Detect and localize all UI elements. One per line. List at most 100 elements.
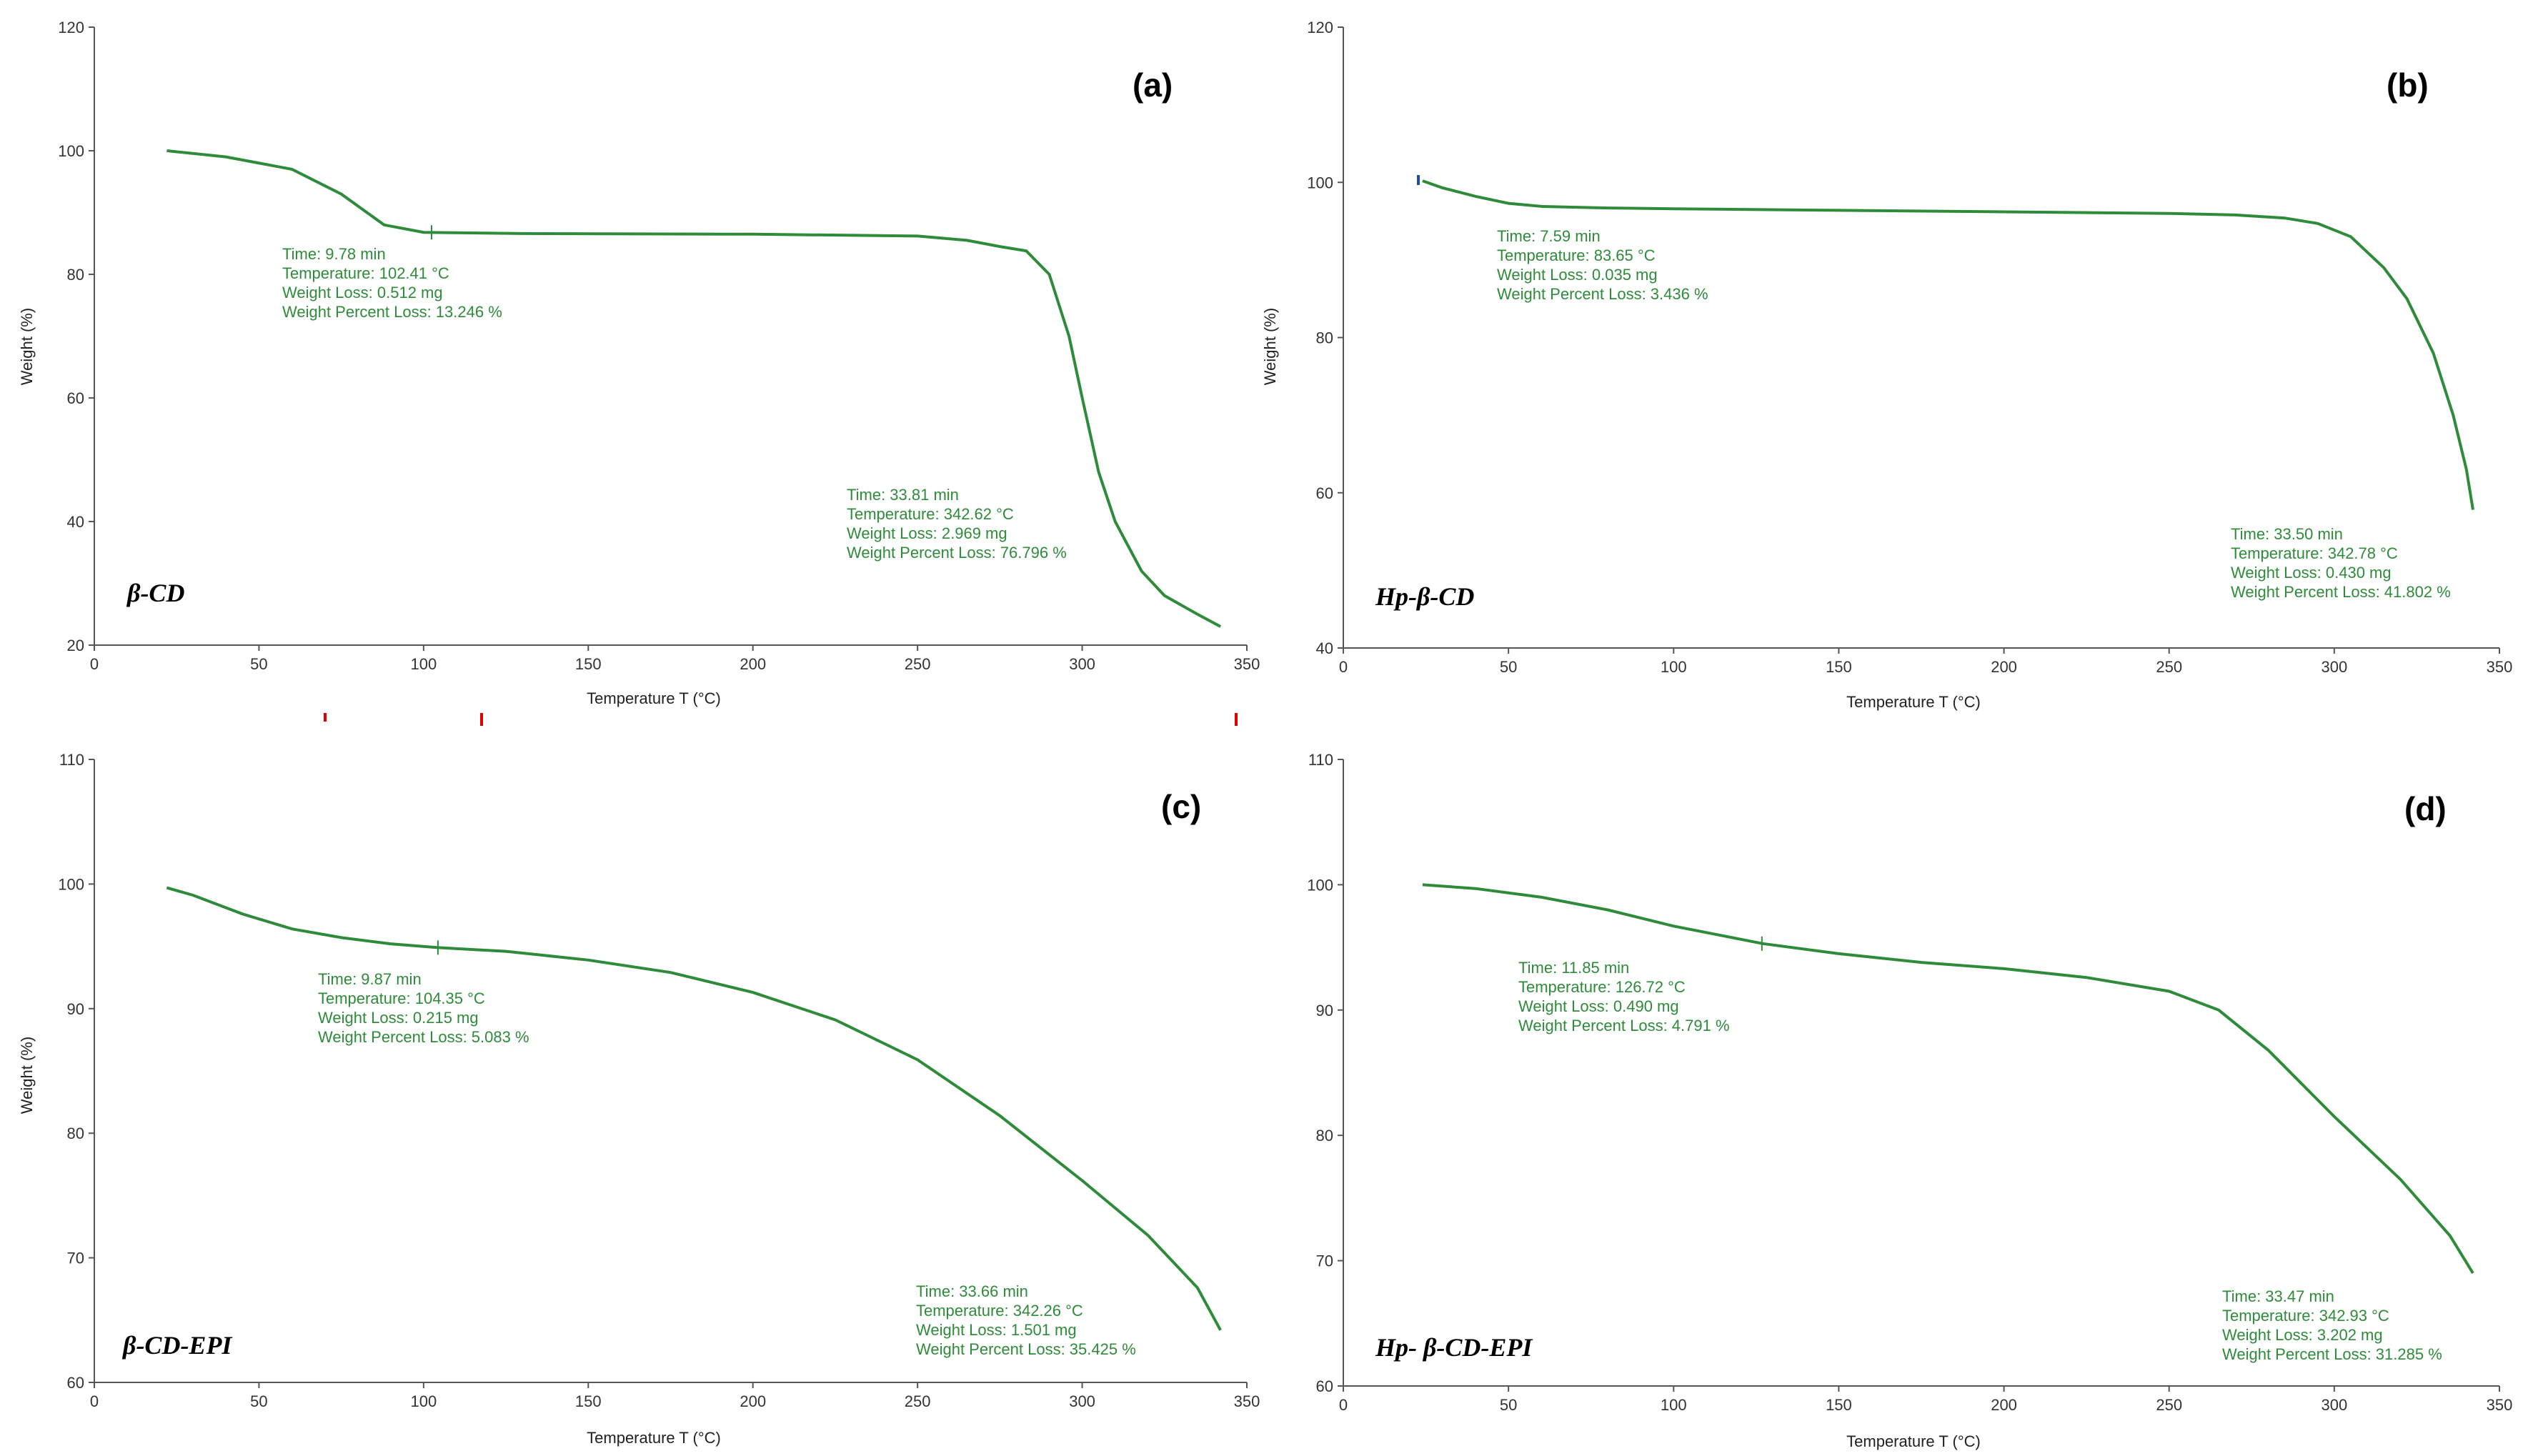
x-tick-label-a-6: 300 (1069, 655, 1095, 673)
x-tick-label-c-2: 100 (410, 1392, 437, 1410)
x-axis-title-c: Temperature T (°C) (587, 1429, 721, 1447)
y-tick-label-c-3: 90 (67, 1000, 84, 1018)
chart-panel-a: 20 40 60 80 100 120 0 50 100 150 200 250 300 350 Tem… (18, 19, 1260, 707)
annotation-b-2-weight-loss: Weight Loss: 0.430 mg (2231, 564, 2392, 582)
annotation-c-1-weight-loss: Weight Loss: 0.215 mg (318, 1009, 479, 1027)
panel-label-c: (c) (1161, 788, 1201, 825)
annotation-a-1-time: Time: 9.78 min (282, 245, 386, 263)
x-tick-label-a-4: 200 (740, 655, 766, 673)
y-tick-label-a-2: 60 (67, 389, 84, 407)
x-tick-label-b-7: 350 (2487, 658, 2513, 676)
panel-label-d: (d) (2404, 790, 2447, 827)
x-tick-label-d-5: 250 (2156, 1396, 2182, 1414)
x-tick-label-d-2: 100 (1661, 1396, 1687, 1414)
curve-b (1422, 179, 2474, 510)
y-axis-c: 60 70 80 90 100 110 (58, 751, 95, 1392)
x-tick-label-d-1: 50 (1500, 1396, 1517, 1414)
x-axis-a: 0 50 100 150 200 250 300 350 (90, 644, 1260, 673)
annotation-a-1-percent-loss: Weight Percent Loss: 13.246 % (282, 303, 502, 321)
y-tick-label-b-2: 80 (1316, 329, 1333, 347)
annotation-d-2-temperature: Temperature: 342.93 °C (2222, 1307, 2389, 1325)
y-tick-label-d-2: 80 (1316, 1127, 1333, 1145)
panel-label-a: (a) (1133, 66, 1173, 104)
y-axis-title-b: Weight (%) (1261, 308, 1279, 385)
curve-a (166, 149, 1222, 628)
annotation-d-1: Time: 11.85 min Temperature: 126.72 °C W… (1518, 959, 1730, 1034)
x-tick-label-b-4: 200 (1991, 658, 2017, 676)
y-tick-label-c-4: 100 (58, 875, 84, 893)
y-axis-d: 60 70 80 90 100 110 (1307, 751, 1344, 1395)
x-axis-c: 0 50 100 150 200 250 300 350 (90, 1382, 1260, 1410)
annotation-b-1-percent-loss: Weight Percent Loss: 3.436 % (1497, 285, 1708, 303)
annotation-b-2-percent-loss: Weight Percent Loss: 41.802 % (2231, 583, 2451, 601)
annotation-a-2: Time: 33.81 min Temperature: 342.62 °C W… (847, 486, 1067, 562)
x-tick-label-a-3: 150 (575, 655, 602, 673)
annotation-b-2: Time: 33.50 min Temperature: 342.78 °C W… (2231, 525, 2451, 601)
sample-label-b: Hp-β-CD (1375, 582, 1474, 611)
annotation-c-1: Time: 9.87 min Temperature: 104.35 °C We… (318, 970, 529, 1046)
sample-label-a: β-CD (126, 579, 184, 607)
annotation-a-1-weight-loss: Weight Loss: 0.512 mg (282, 284, 443, 301)
x-tick-label-a-5: 250 (905, 655, 931, 673)
y-axis-a: 20 40 60 80 100 120 (58, 19, 95, 654)
x-axis-b: 0 50 100 150 200 250 300 350 (1339, 647, 2513, 676)
x-tick-label-c-4: 200 (740, 1392, 766, 1410)
y-tick-label-d-5: 110 (1308, 751, 1333, 769)
x-tick-label-d-6: 300 (2321, 1396, 2347, 1414)
x-tick-label-a-1: 50 (250, 655, 267, 673)
x-tick-label-a-0: 0 (90, 655, 99, 673)
annotation-d-2-weight-loss: Weight Loss: 3.202 mg (2222, 1326, 2383, 1344)
chart-panel-d: 60 70 80 90 100 110 0 50 100 150 200 250 300 350 Tem… (1307, 751, 2512, 1450)
y-tick-label-c-0: 60 (67, 1374, 84, 1392)
x-tick-label-a-2: 100 (410, 655, 437, 673)
x-tick-label-b-1: 50 (1500, 658, 1517, 676)
x-tick-label-b-5: 250 (2156, 658, 2182, 676)
annotation-b-2-temperature: Temperature: 342.78 °C (2231, 544, 2398, 562)
x-tick-label-c-3: 150 (575, 1392, 602, 1410)
x-tick-label-b-3: 150 (1826, 658, 1852, 676)
y-tick-label-c-1: 70 (67, 1250, 84, 1267)
x-tick-label-d-7: 350 (2487, 1396, 2513, 1414)
curve-d (1422, 883, 2474, 1275)
annotation-d-1-time: Time: 11.85 min (1518, 959, 1629, 977)
annotation-a-2-temperature: Temperature: 342.62 °C (847, 505, 1014, 523)
x-tick-label-b-2: 100 (1661, 658, 1687, 676)
annotation-c-2-time: Time: 33.66 min (916, 1282, 1028, 1300)
annotation-b-1: Time: 7.59 min Temperature: 83.65 °C Wei… (1497, 227, 1708, 303)
y-tick-label-a-0: 20 (67, 637, 84, 654)
annotation-a-2-time: Time: 33.81 min (847, 486, 959, 504)
annotation-a-1: Time: 9.78 min Temperature: 102.41 °C We… (282, 245, 502, 321)
annotation-d-2-percent-loss: Weight Percent Loss: 31.285 % (2222, 1345, 2442, 1363)
annotation-c-2-temperature: Temperature: 342.26 °C (916, 1302, 1083, 1320)
x-tick-label-c-7: 350 (1234, 1392, 1260, 1410)
y-tick-label-b-1: 60 (1316, 484, 1333, 502)
start-marker-b (1417, 175, 1420, 185)
y-tick-label-a-5: 120 (58, 19, 84, 36)
y-tick-label-d-0: 60 (1316, 1377, 1333, 1395)
annotation-c-2: Time: 33.66 min Temperature: 342.26 °C W… (916, 1282, 1136, 1358)
x-tick-label-d-3: 150 (1826, 1396, 1852, 1414)
x-tick-label-c-5: 250 (905, 1392, 931, 1410)
y-tick-label-d-4: 100 (1307, 876, 1333, 894)
y-tick-label-c-2: 80 (67, 1125, 84, 1142)
x-tick-label-b-0: 0 (1339, 658, 1348, 676)
annotation-a-2-percent-loss: Weight Percent Loss: 76.796 % (847, 544, 1067, 562)
x-tick-label-d-0: 0 (1339, 1396, 1348, 1414)
annotation-a-2-weight-loss: Weight Loss: 2.969 mg (847, 524, 1007, 542)
annotation-d-2-time: Time: 33.47 min (2222, 1287, 2334, 1305)
sample-label-d: Hp- β-CD-EPI (1375, 1333, 1533, 1362)
annotation-d-1-temperature: Temperature: 126.72 °C (1518, 978, 1686, 996)
annotation-d-1-weight-loss: Weight Loss: 0.490 mg (1518, 997, 1679, 1015)
y-tick-label-d-1: 70 (1316, 1252, 1333, 1270)
annotation-c-1-time: Time: 9.87 min (318, 970, 422, 988)
annotation-c-1-temperature: Temperature: 104.35 °C (318, 989, 485, 1007)
annotation-a-1-temperature: Temperature: 102.41 °C (282, 264, 449, 282)
x-axis-title-d: Temperature T (°C) (1846, 1432, 1981, 1450)
y-tick-label-b-4: 120 (1307, 19, 1333, 36)
x-axis-title-a: Temperature T (°C) (587, 689, 721, 707)
chart-panel-b: 40 60 80 100 120 0 50 100 150 200 250 300 350 Tempe… (1261, 19, 2512, 711)
annotation-c-2-weight-loss: Weight Loss: 1.501 mg (916, 1321, 1077, 1339)
x-tick-label-a-7: 350 (1234, 655, 1260, 673)
y-axis-title-a: Weight (%) (18, 308, 36, 385)
